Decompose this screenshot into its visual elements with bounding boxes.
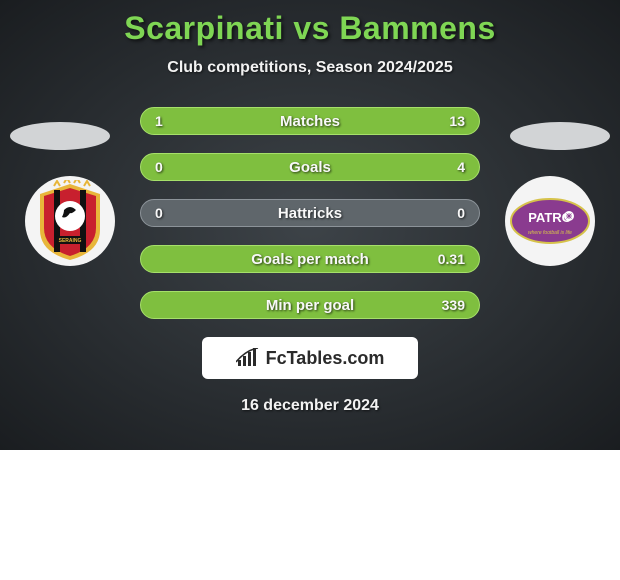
stat-right-value: 13 [449, 113, 465, 129]
crest-text: SERAING [59, 238, 82, 244]
left-club-badge: SERAING [25, 176, 115, 266]
date-label: 16 december 2024 [0, 397, 620, 415]
stat-left-value: 1 [155, 113, 163, 129]
stats-rows: 1 Matches 13 0 Goals 4 0 Hattricks 0 Goa… [140, 107, 480, 319]
seraing-crest-icon: SERAING [34, 180, 106, 262]
right-club-badge: PATRO where football is life [505, 176, 595, 266]
stat-row: 1 Matches 13 [140, 107, 480, 135]
stat-row: Min per goal 339 [140, 291, 480, 319]
patro-crest-icon: PATRO where football is life [509, 196, 591, 246]
right-player-oval [510, 122, 610, 150]
stat-right-value: 0 [457, 205, 465, 221]
stat-left-value: 0 [155, 159, 163, 175]
brand-badge[interactable]: FcTables.com [202, 337, 418, 379]
stat-label: Min per goal [266, 297, 354, 314]
page-title: Scarpinati vs Bammens [0, 10, 620, 47]
stat-row: 0 Hattricks 0 [140, 199, 480, 227]
stat-label: Hattricks [278, 205, 342, 222]
stat-label: Goals per match [251, 251, 369, 268]
stat-label: Matches [280, 113, 340, 130]
stat-left-value: 0 [155, 205, 163, 221]
stat-label: Goals [289, 159, 331, 176]
stat-row: 0 Goals 4 [140, 153, 480, 181]
crest-tagline: where football is life [528, 230, 572, 236]
stat-right-value: 4 [457, 159, 465, 175]
stat-right-value: 339 [442, 297, 465, 313]
bar-chart-icon [236, 348, 260, 368]
stats-card: Scarpinati vs Bammens Club competitions,… [0, 0, 620, 450]
left-player-oval [10, 122, 110, 150]
brand-text: FcTables.com [266, 348, 385, 369]
subtitle: Club competitions, Season 2024/2025 [0, 59, 620, 77]
stat-row: Goals per match 0.31 [140, 245, 480, 273]
stat-right-value: 0.31 [438, 251, 465, 267]
